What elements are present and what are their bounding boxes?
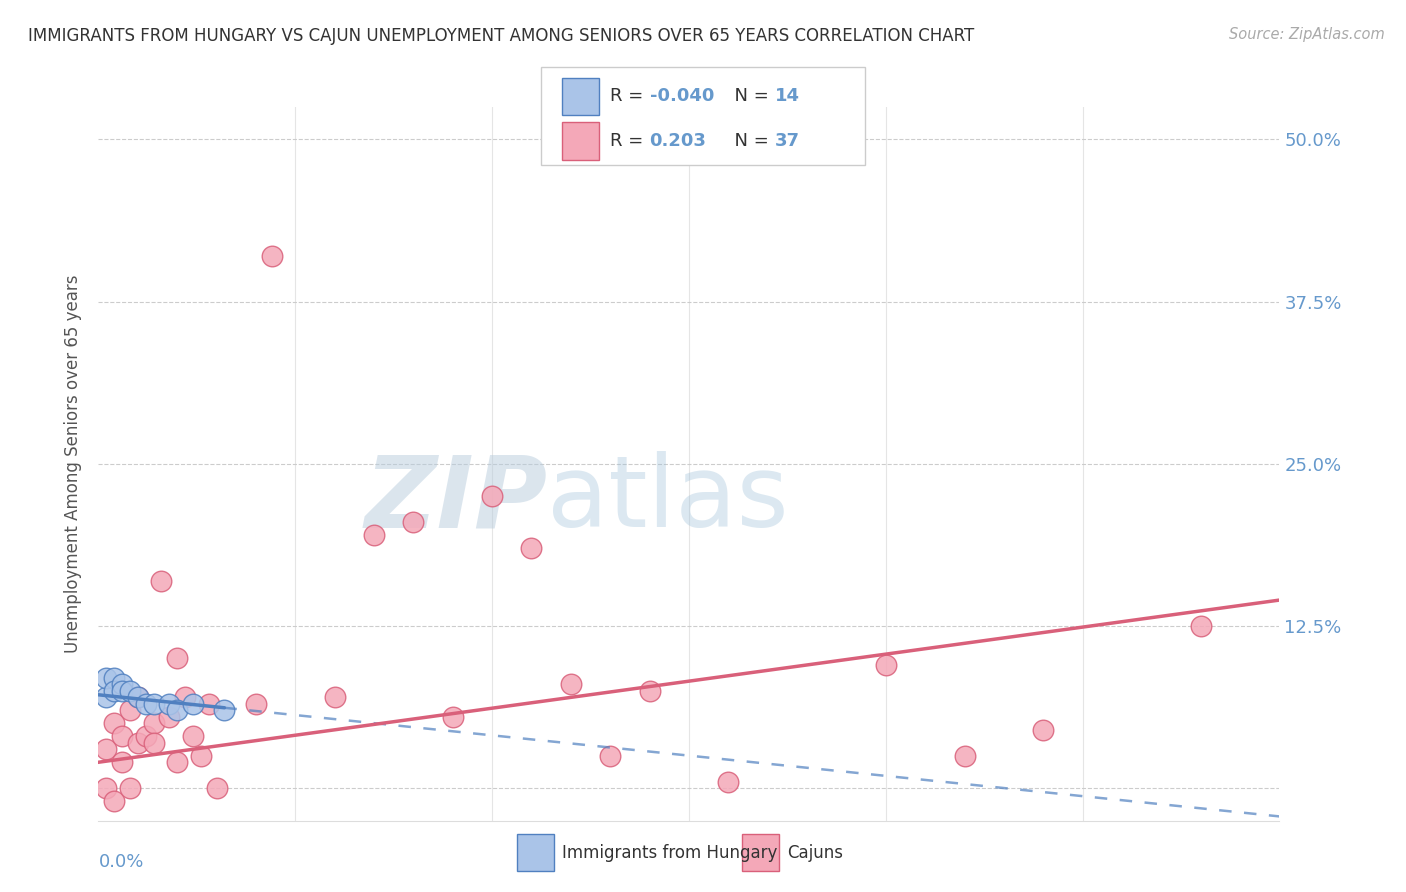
Text: Source: ZipAtlas.com: Source: ZipAtlas.com: [1229, 27, 1385, 42]
Point: [142, 716, 165, 731]
Text: 0.203: 0.203: [650, 132, 706, 150]
Text: R =: R =: [610, 87, 650, 105]
Point: [157, 697, 180, 711]
Point: [157, 710, 180, 724]
Text: IMMIGRANTS FROM HUNGARY VS CAJUN UNEMPLOYMENT AMONG SENIORS OVER 65 YEARS CORREL: IMMIGRANTS FROM HUNGARY VS CAJUN UNEMPLO…: [28, 27, 974, 45]
Point: [127, 690, 149, 705]
Text: 14: 14: [775, 87, 800, 105]
Point: [103, 716, 125, 731]
Point: [717, 774, 740, 789]
Point: [142, 697, 165, 711]
Point: [638, 684, 661, 698]
Point: [181, 697, 204, 711]
Point: [127, 690, 149, 705]
Text: atlas: atlas: [547, 451, 789, 548]
Text: 0.0%: 0.0%: [98, 853, 143, 871]
Text: -0.040: -0.040: [650, 87, 714, 105]
Point: [135, 729, 157, 743]
Point: [560, 677, 582, 691]
Point: [150, 574, 173, 588]
Text: N =: N =: [723, 132, 775, 150]
Point: [205, 781, 228, 796]
Point: [363, 528, 385, 542]
Point: [323, 690, 346, 705]
Point: [260, 249, 283, 263]
Point: [1032, 723, 1054, 737]
Point: [166, 651, 188, 665]
Point: [111, 756, 134, 770]
Text: Cajuns: Cajuns: [787, 844, 844, 862]
Point: [142, 736, 165, 750]
Point: [245, 697, 267, 711]
Point: [111, 729, 134, 743]
Point: [127, 736, 149, 750]
Point: [953, 748, 976, 763]
Point: [135, 697, 157, 711]
Point: [174, 690, 197, 705]
Text: 37: 37: [775, 132, 800, 150]
Point: [166, 756, 188, 770]
Point: [520, 541, 543, 556]
Point: [96, 781, 118, 796]
Text: ZIP: ZIP: [364, 451, 547, 548]
Point: [402, 515, 425, 529]
Y-axis label: Unemployment Among Seniors over 65 years: Unemployment Among Seniors over 65 years: [65, 275, 83, 653]
Text: Immigrants from Hungary: Immigrants from Hungary: [562, 844, 778, 862]
Point: [103, 684, 125, 698]
Point: [96, 690, 118, 705]
Point: [118, 781, 141, 796]
Point: [599, 748, 621, 763]
Point: [181, 729, 204, 743]
Point: [118, 684, 141, 698]
Text: R =: R =: [610, 132, 650, 150]
Point: [214, 703, 236, 717]
Point: [111, 677, 134, 691]
Point: [111, 684, 134, 698]
Point: [96, 671, 118, 685]
Point: [103, 794, 125, 808]
Point: [118, 703, 141, 717]
Point: [875, 657, 897, 672]
Point: [481, 489, 503, 503]
Text: N =: N =: [723, 87, 775, 105]
Point: [103, 671, 125, 685]
Point: [1189, 619, 1212, 633]
Point: [441, 710, 464, 724]
Point: [197, 697, 219, 711]
Point: [190, 748, 212, 763]
Point: [166, 703, 188, 717]
Point: [96, 742, 118, 756]
